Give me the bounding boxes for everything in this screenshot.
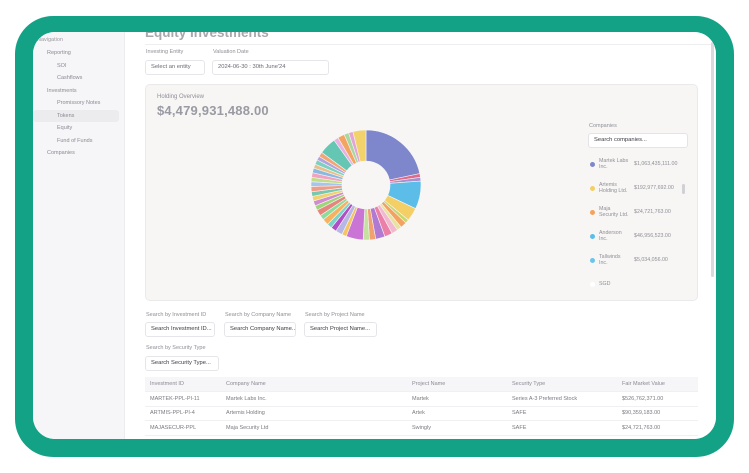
company-value: $46,956,523.00 (634, 233, 671, 239)
companies-panel: Companies Search companies... Martek Lab… (588, 123, 688, 293)
table-cell: Series A-3 Preferred Stock (512, 395, 578, 402)
legend-dot-icon (590, 185, 595, 191)
company-name: Artemis Holding Ltd. (599, 181, 628, 195)
column-header[interactable]: Company Name (226, 381, 266, 387)
company-item[interactable]: SGD (588, 272, 688, 293)
company-name: Tallwinds Inc. (599, 253, 621, 267)
holding-total-value: $4,479,931,488.00 (157, 103, 269, 118)
investment-id-search-label: Search by Investment ID (146, 312, 207, 318)
investing-entity-label: Investing Entity (146, 49, 184, 55)
legend-dot-icon (590, 161, 595, 167)
company-item[interactable]: Anderson Inc. $46,956,523.00 (588, 224, 688, 248)
investing-entity-select[interactable]: Select an entity (145, 60, 205, 75)
sidebar-item-companies[interactable]: Companies (47, 150, 75, 156)
page-title: Equity Investments (145, 32, 269, 40)
company-search-input[interactable]: Search Company Name... (224, 322, 296, 337)
sidebar-item-cashflows[interactable]: Cashflows (57, 75, 83, 81)
legend-dot-icon (590, 209, 595, 215)
company-item[interactable]: Artemis Holding Ltd. $192,977,692.00 (588, 176, 688, 200)
table-row[interactable]: MARTEK-PPL-PI-11 Martek Labs Inc. Martek… (145, 392, 698, 407)
company-value: $1,063,435,111.00 (634, 161, 678, 167)
table-cell: Martek Labs Inc. (226, 395, 267, 402)
companies-scrollbar[interactable] (682, 184, 685, 194)
investment-id-search-input[interactable]: Search Investment ID... (145, 322, 215, 337)
sidebar-item-promissory-notes[interactable]: Promissory Notes (57, 100, 101, 106)
company-value: $192,977,692.00 (634, 185, 674, 191)
donut-slice[interactable] (365, 129, 421, 181)
company-item[interactable]: Maja Security Ltd. $24,721,763.00 (588, 200, 688, 224)
table-header: Investment ID Company Name Project Name … (145, 377, 698, 392)
table-cell: SAFE (512, 410, 527, 417)
security-type-search-input[interactable]: Search Security Type... (145, 356, 219, 371)
sidebar-item-tokens[interactable]: Tokens (33, 109, 119, 122)
column-header[interactable]: Security Type (512, 381, 546, 387)
company-item[interactable]: Martek Labs Inc. $1,063,435,111.00 (588, 152, 688, 176)
column-header[interactable]: Project Name (412, 381, 446, 387)
title-divider (145, 44, 716, 45)
valuation-date-label: Valuation Date (213, 49, 249, 55)
companies-label: Companies (589, 123, 617, 129)
holding-donut-chart[interactable] (310, 129, 422, 241)
table-cell: Swingly (412, 424, 431, 431)
legend-dot-icon (590, 233, 595, 239)
company-value: $5,034,056.00 (634, 257, 668, 263)
investments-table: Investment ID Company Name Project Name … (145, 377, 698, 436)
sidebar: Navigation Reporting SOI Cashflows Inves… (33, 32, 125, 439)
column-header[interactable]: Fair Market Value (622, 381, 665, 387)
holding-overview-card: Holding Overview $4,479,931,488.00 Compa… (145, 84, 698, 301)
company-name: Martek Labs Inc. (599, 157, 629, 171)
page-scrollbar[interactable] (711, 42, 714, 277)
companies-search-input[interactable]: Search companies... (588, 133, 688, 148)
sidebar-item-fund-of-funds[interactable]: Fund of Funds (57, 137, 93, 144)
table-cell: $24,721,763.00 (622, 424, 661, 431)
table-cell: MAJASECUR-PPL (150, 424, 197, 431)
table-row[interactable]: ARTMIS-PPL-PI-4 Artemis Holding Artek SA… (145, 407, 698, 421)
company-name: SGD (599, 280, 611, 287)
table-cell: Artemis Holding (226, 410, 265, 417)
donut-slice[interactable] (352, 129, 367, 163)
company-name: Anderson Inc. (599, 229, 622, 243)
holding-overview-label: Holding Overview (157, 94, 205, 100)
table-row[interactable]: MAJASECUR-PPL Maja Security Ltd Swingly … (145, 421, 698, 436)
table-cell: Maja Security Ltd (226, 424, 269, 431)
valuation-date-picker[interactable]: 2024-06-30 : 30th June'24 (212, 60, 329, 75)
table-cell: ARTMIS-PPL-PI-4 (150, 410, 195, 417)
security-type-search-label: Search by Security Type (146, 345, 206, 351)
companies-list: Martek Labs Inc. $1,063,435,111.00 Artem… (588, 152, 688, 293)
project-search-label: Search by Project Name (305, 312, 365, 318)
company-search-label: Search by Company Name (225, 312, 292, 318)
column-header[interactable]: Investment ID (150, 381, 184, 387)
sidebar-item-equity[interactable]: Equity (57, 125, 73, 131)
sidebar-item-investments[interactable]: Investments (47, 87, 77, 94)
app-screen: Navigation Reporting SOI Cashflows Inves… (33, 32, 716, 439)
legend-dot-icon (590, 257, 595, 263)
project-search-input[interactable]: Search Project Name... (304, 322, 377, 337)
sidebar-item-reporting[interactable]: Reporting (47, 50, 71, 56)
table-cell: $90,359,183.00 (622, 410, 661, 417)
sidebar-heading: Navigation (37, 37, 63, 43)
company-item[interactable]: Tallwinds Inc. $5,034,056.00 (588, 248, 688, 272)
table-cell: Artek (412, 410, 425, 417)
table-cell: SAFE (512, 424, 527, 431)
main-content: Equity Investments Investing Entity Sele… (125, 32, 716, 439)
company-value: $24,721,763.00 (634, 209, 671, 215)
table-cell: Martek (412, 395, 429, 402)
table-cell: $526,762,371.00 (622, 395, 664, 402)
company-name: Maja Security Ltd. (599, 205, 629, 219)
legend-dot-icon (590, 281, 595, 287)
sidebar-item-soi[interactable]: SOI (57, 62, 67, 69)
table-cell: MARTEK-PPL-PI-11 (150, 395, 200, 402)
